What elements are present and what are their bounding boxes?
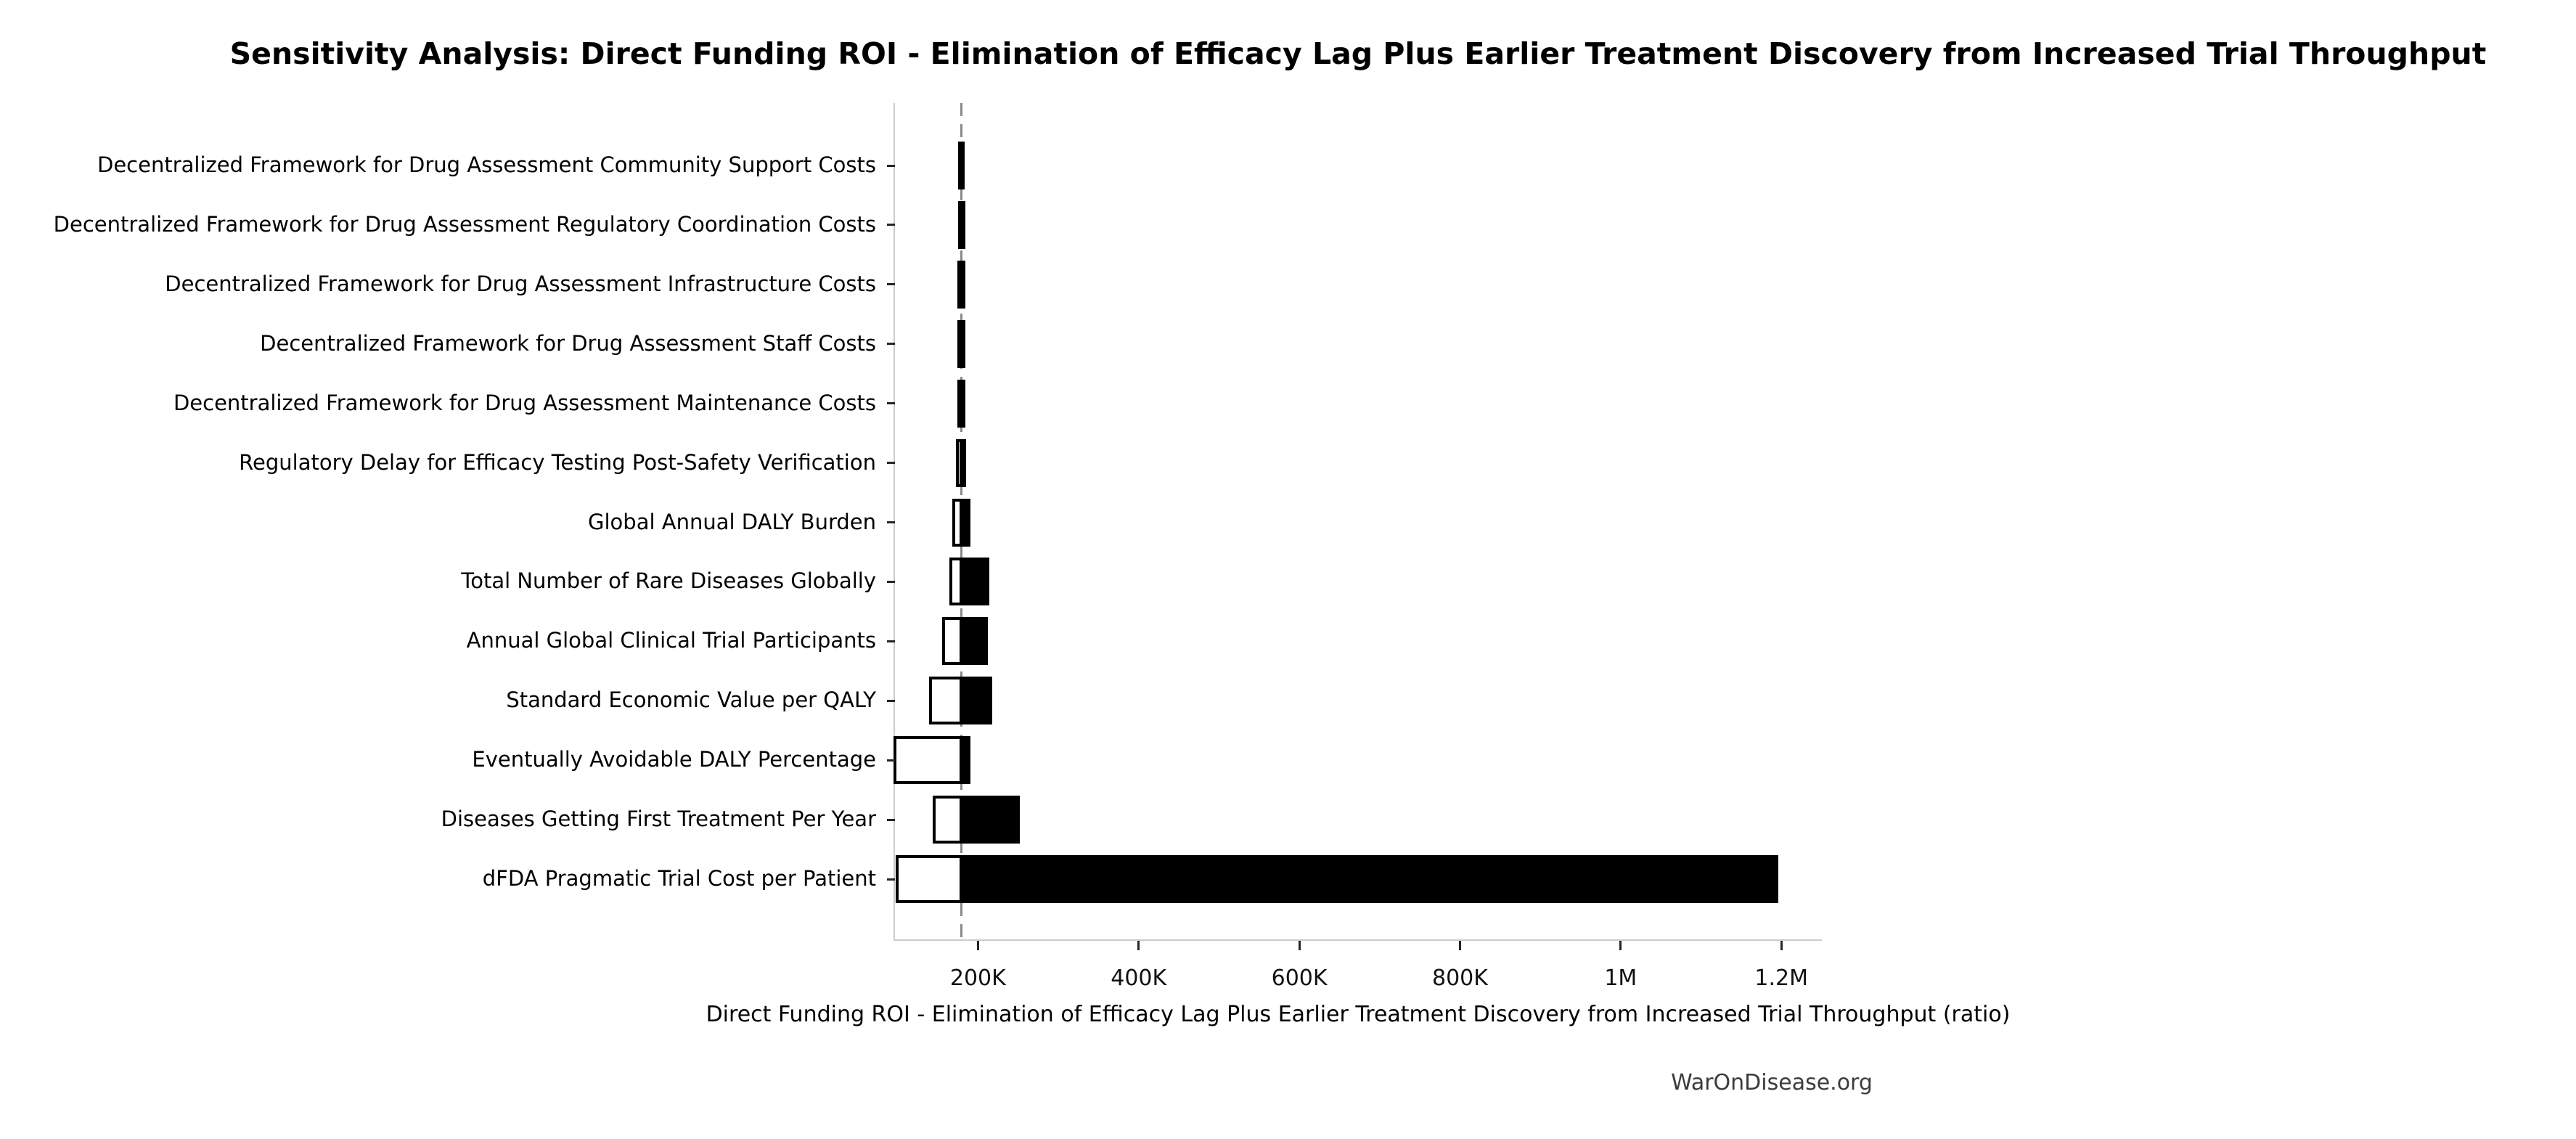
high-value-bar bbox=[961, 736, 971, 785]
chart-title: Sensitivity Analysis: Direct Funding ROI… bbox=[229, 36, 2487, 71]
y-tick-mark bbox=[887, 164, 895, 167]
high-value-bar bbox=[961, 796, 1021, 844]
x-axis-spine bbox=[894, 939, 1822, 941]
low-value-bar bbox=[896, 855, 963, 904]
y-tick-mark bbox=[887, 818, 895, 821]
y-tick-mark bbox=[887, 224, 895, 226]
y-axis-category-label: Decentralized Framework for Drug Assessm… bbox=[260, 330, 876, 356]
high-value-bar bbox=[961, 438, 966, 487]
low-value-bar bbox=[894, 736, 963, 785]
y-tick-mark bbox=[887, 521, 895, 524]
y-axis-category-label: Total Number of Rare Diseases Globally bbox=[461, 568, 876, 594]
y-axis-category-label: Decentralized Framework for Drug Assessm… bbox=[173, 390, 876, 415]
y-tick-mark bbox=[887, 580, 895, 583]
low-value-bar bbox=[942, 617, 963, 666]
y-axis-category-label: Decentralized Framework for Drug Assessm… bbox=[53, 211, 876, 237]
y-tick-mark bbox=[887, 283, 895, 286]
low-value-bar bbox=[928, 677, 963, 725]
y-tick-mark bbox=[887, 878, 895, 881]
low-value-bar bbox=[956, 438, 963, 487]
x-tick-mark bbox=[1298, 941, 1301, 950]
x-axis-title: Direct Funding ROI - Elimination of Effi… bbox=[706, 1002, 2011, 1027]
y-axis-category-label: Standard Economic Value per QALY bbox=[506, 687, 876, 713]
high-value-bar bbox=[961, 260, 965, 309]
y-axis-category-label: Decentralized Framework for Drug Assessm… bbox=[165, 271, 876, 296]
x-tick-label: 400K bbox=[1111, 966, 1167, 991]
y-axis-category-label: Regulatory Delay for Efficacy Testing Po… bbox=[239, 449, 876, 475]
low-value-bar bbox=[933, 796, 963, 844]
y-axis-category-label: Global Annual DALY Burden bbox=[588, 509, 876, 534]
x-tick-mark bbox=[1137, 941, 1140, 950]
watermark-text: WarOnDisease.org bbox=[1671, 1070, 1873, 1095]
x-tick-label: 1.2M bbox=[1754, 966, 1808, 991]
y-axis-category-label: dFDA Pragmatic Trial Cost per Patient bbox=[482, 866, 876, 891]
y-tick-mark bbox=[887, 462, 895, 465]
high-value-bar bbox=[961, 558, 990, 606]
x-tick-mark bbox=[1619, 941, 1622, 950]
high-value-bar bbox=[961, 498, 971, 547]
high-value-bar bbox=[961, 855, 1778, 904]
x-tick-label: 600K bbox=[1271, 966, 1328, 991]
low-value-bar bbox=[952, 498, 963, 547]
high-value-bar bbox=[961, 142, 965, 189]
x-tick-label: 800K bbox=[1431, 966, 1488, 991]
x-tick-label: 200K bbox=[949, 966, 1006, 991]
low-value-bar bbox=[949, 558, 963, 606]
y-tick-mark bbox=[887, 402, 895, 405]
high-value-bar bbox=[961, 200, 965, 249]
y-axis-category-label: Annual Global Clinical Trial Participant… bbox=[466, 628, 876, 653]
x-tick-mark bbox=[1780, 941, 1783, 950]
x-tick-mark bbox=[1458, 941, 1461, 950]
high-value-bar bbox=[961, 319, 965, 368]
high-value-bar bbox=[961, 617, 988, 666]
high-value-bar bbox=[961, 677, 992, 725]
y-tick-mark bbox=[887, 759, 895, 762]
y-tick-mark bbox=[887, 699, 895, 702]
y-axis-category-label: Diseases Getting First Treatment Per Yea… bbox=[441, 807, 876, 832]
y-tick-mark bbox=[887, 640, 895, 642]
high-value-bar bbox=[961, 379, 965, 428]
x-tick-label: 1M bbox=[1604, 966, 1637, 991]
y-axis-category-label: Decentralized Framework for Drug Assessm… bbox=[97, 152, 876, 177]
y-tick-mark bbox=[887, 343, 895, 346]
y-axis-category-label: Eventually Avoidable DALY Percentage bbox=[472, 747, 876, 772]
x-tick-mark bbox=[976, 941, 979, 950]
